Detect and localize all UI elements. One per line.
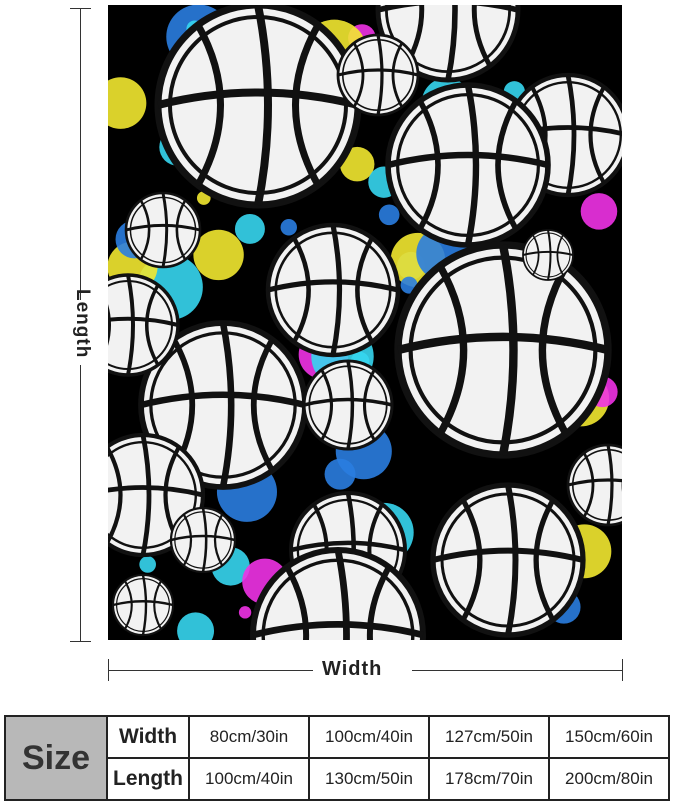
- width-label: Width: [322, 658, 383, 680]
- table-cell: 150cm/60in: [548, 715, 670, 759]
- basketball-graphic: [302, 359, 394, 451]
- basketball-graphic: [169, 506, 237, 574]
- row-label: Width: [106, 715, 190, 759]
- basketball-graphic: [265, 222, 401, 358]
- basketball-graphic: [394, 241, 612, 459]
- basketball-graphic: [124, 191, 202, 269]
- width-tick-right: [622, 659, 623, 681]
- length-label: Length: [72, 289, 93, 359]
- table-row: Size Width 80cm/30in 100cm/40in 127cm/50…: [4, 715, 670, 801]
- basketball-graphic: [108, 273, 180, 377]
- table-cell: 178cm/70in: [428, 757, 550, 801]
- basketball-graphic: [430, 482, 586, 638]
- length-tick-bottom: [70, 641, 91, 642]
- table-cell: 200cm/80in: [548, 757, 670, 801]
- basketball-graphic: [111, 573, 175, 637]
- row-label: Length: [106, 757, 190, 801]
- width-arrow-line: [412, 670, 622, 671]
- table-cell: 100cm/40in: [188, 757, 310, 801]
- length-tick-top: [70, 8, 91, 9]
- length-arrow-line: [80, 8, 81, 300]
- basketball-graphic: [138, 320, 308, 490]
- table-cell: 127cm/50in: [428, 715, 550, 759]
- basketball-graphic: [250, 547, 426, 640]
- table-row: Length 100cm/40in 130cm/50in 178cm/70in …: [5, 757, 670, 801]
- basketball-graphic: [385, 82, 551, 248]
- basketball-graphic: [336, 33, 420, 117]
- size-table: Size Width 80cm/30in 100cm/40in 127cm/50…: [4, 715, 670, 801]
- blanket-image: [108, 5, 622, 640]
- width-tick-left: [108, 659, 109, 681]
- table-cell: 130cm/50in: [308, 757, 430, 801]
- length-arrow-line: [80, 365, 81, 642]
- width-arrow-line: [108, 670, 313, 671]
- basketball-graphic: [522, 229, 574, 281]
- size-header: Size: [4, 715, 108, 801]
- basketball-graphic: [566, 443, 622, 527]
- table-cell: 80cm/30in: [188, 715, 310, 759]
- basketball-graphic: [154, 5, 362, 209]
- table-cell: 100cm/40in: [308, 715, 430, 759]
